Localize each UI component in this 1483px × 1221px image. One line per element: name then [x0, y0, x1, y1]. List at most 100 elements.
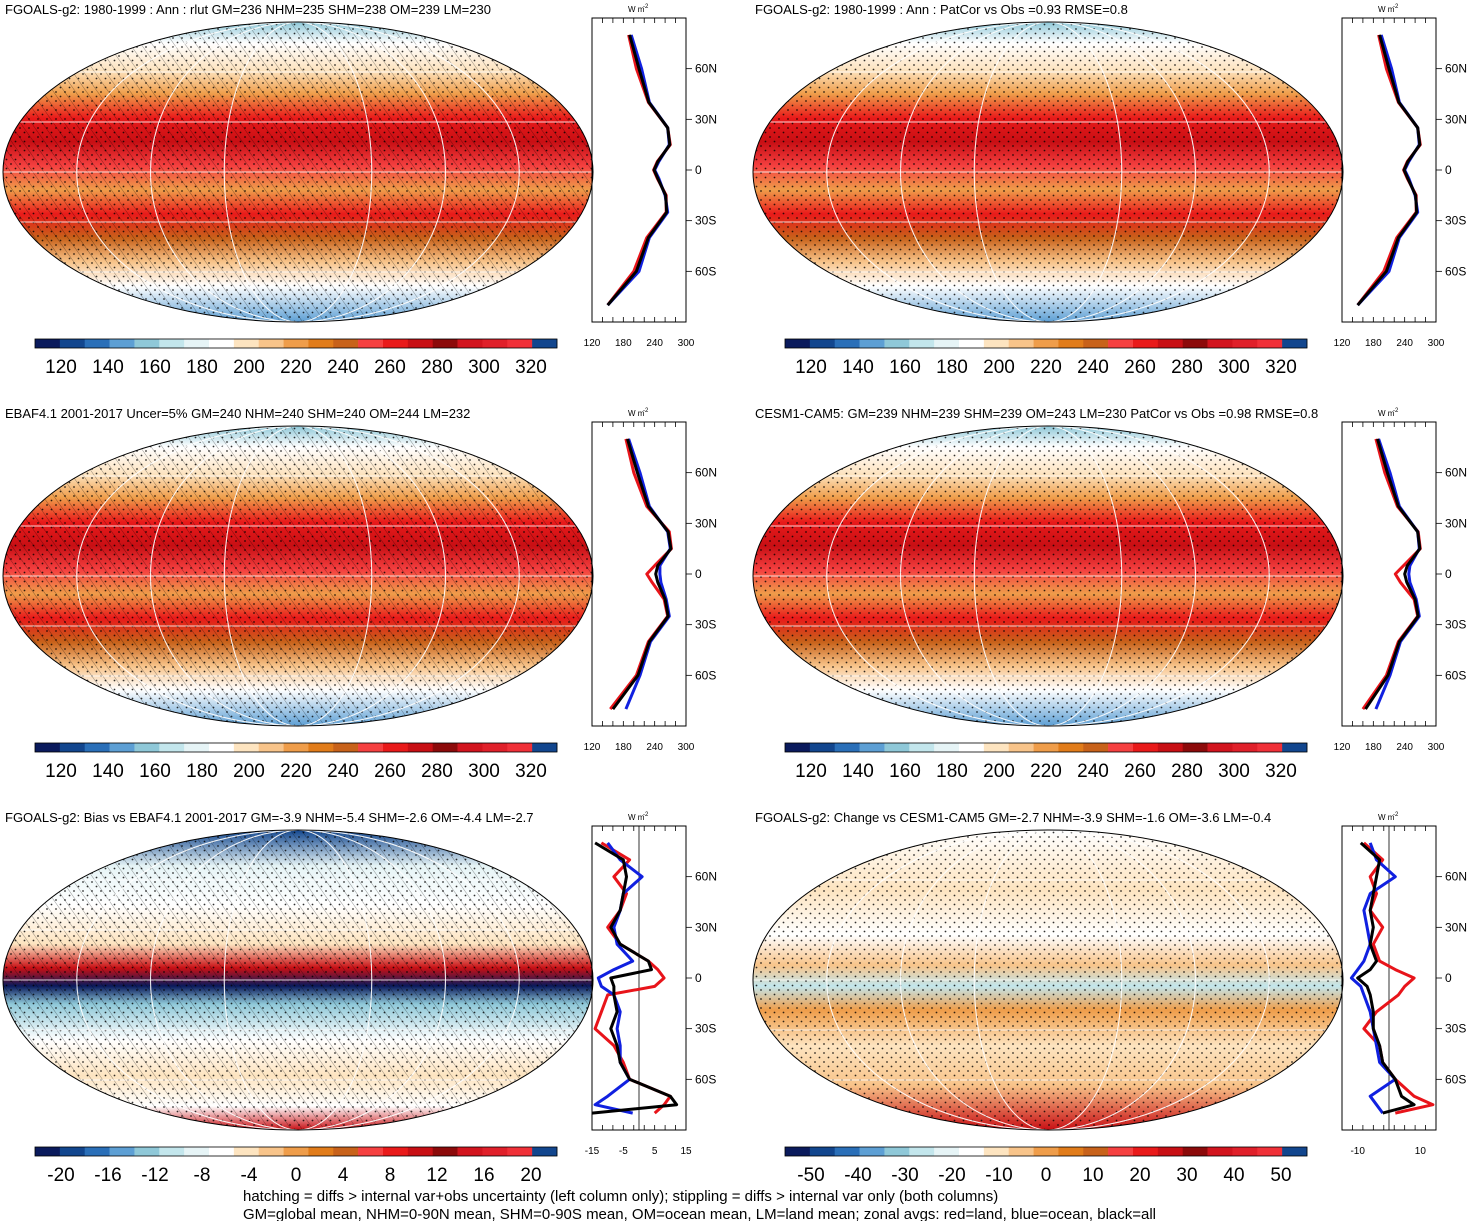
- profile-lat-label: 30S: [695, 618, 716, 632]
- colorbar-label: 240: [1077, 761, 1109, 782]
- colorbar-label: 260: [1124, 357, 1156, 378]
- colorbar-swatch: [358, 339, 384, 348]
- colorbar-swatch: [1257, 1147, 1283, 1156]
- profile-xtick-label: 300: [678, 338, 695, 349]
- colorbar-swatch: [1207, 339, 1233, 348]
- colorbar-swatch: [859, 339, 885, 348]
- colorbar-swatch: [809, 339, 836, 348]
- profile-units-exp: -2: [1393, 812, 1399, 818]
- colorbar-swatch: [333, 339, 359, 348]
- colorbar-swatch: [1058, 743, 1084, 752]
- colorbar-frame: [784, 1146, 1308, 1157]
- profile-units: W m: [628, 813, 645, 822]
- panel-4: CESM1-CAM5: GM=239 NHM=239 SHM=239 OM=24…: [752, 406, 1467, 782]
- colorbar-swatch: [308, 1147, 334, 1156]
- colorbar-swatch: [1232, 743, 1258, 752]
- profile-xtick-label: 120: [584, 338, 601, 349]
- colorbar-label: -10: [985, 1165, 1012, 1186]
- colorbar-swatch: [983, 339, 1010, 348]
- footer-line1: hatching = diffs > internal var+obs unce…: [243, 1188, 998, 1205]
- profile-units-exp: -2: [643, 4, 649, 10]
- profile-lat-label: 30N: [695, 516, 717, 530]
- colorbar-swatch: [1008, 1147, 1034, 1156]
- colorbar-label: 40: [1223, 1165, 1244, 1186]
- panel-1: FGOALS-g2: 1980-1999 : Ann : rlut GM=236…: [2, 2, 717, 378]
- map-outline: [752, 21, 1344, 323]
- colorbar-swatch: [1207, 743, 1233, 752]
- colorbar-label: 180: [936, 761, 968, 782]
- colorbar-label: 220: [1030, 357, 1062, 378]
- colorbar-label: 50: [1270, 1165, 1291, 1186]
- colorbar-swatch: [884, 339, 910, 348]
- colorbar-label: 160: [889, 357, 921, 378]
- colorbar-swatch: [983, 1147, 1010, 1156]
- colorbar-label: 240: [327, 357, 359, 378]
- colorbar-swatch: [1133, 1147, 1159, 1156]
- colorbar-swatch: [1182, 1147, 1208, 1156]
- colorbar-swatch: [184, 1147, 210, 1156]
- colorbar-swatch: [809, 743, 836, 752]
- colorbar-swatch: [1157, 1147, 1184, 1156]
- colorbar-swatch: [432, 339, 458, 348]
- colorbar-label: 320: [1265, 357, 1297, 378]
- colorbar-swatch: [834, 339, 860, 348]
- colorbar-label: 120: [45, 761, 77, 782]
- profile-lat-label: 60S: [1445, 1072, 1466, 1086]
- colorbar-frame: [784, 742, 1308, 753]
- colorbar-swatch: [934, 743, 960, 752]
- colorbar-swatch: [1108, 743, 1134, 752]
- panel-title: FGOALS-g2: Change vs CESM1-CAM5 GM=-2.7 …: [755, 810, 1271, 825]
- colorbar-swatch: [109, 743, 135, 752]
- colorbar-swatch: [1232, 1147, 1258, 1156]
- colorbar-swatch: [1282, 339, 1308, 348]
- colorbar-swatch: [35, 339, 61, 348]
- colorbar-label: -16: [94, 1165, 121, 1186]
- profile-series-black: [1356, 841, 1416, 1115]
- profile-xtick-label: -15: [585, 1146, 600, 1157]
- colorbar-label: 300: [468, 761, 500, 782]
- profile-xtick-label: -10: [1350, 1146, 1365, 1157]
- colorbar-label: 260: [1124, 761, 1156, 782]
- profile-xtick-label: 120: [584, 742, 601, 753]
- colorbar-swatch: [184, 339, 210, 348]
- panel-6: FGOALS-g2: Change vs CESM1-CAM5 GM=-2.7 …: [752, 810, 1467, 1186]
- profile-lat-label: 0: [695, 567, 702, 581]
- colorbar-label: 140: [842, 357, 874, 378]
- colorbar-swatch: [84, 1147, 110, 1156]
- colorbar-swatch: [1083, 743, 1109, 752]
- colorbar-swatch: [308, 339, 334, 348]
- profile-units-exp: -2: [643, 408, 649, 414]
- profile-units: W m: [628, 5, 645, 14]
- colorbar-swatch: [1008, 743, 1034, 752]
- colorbar-label: 280: [1171, 761, 1203, 782]
- colorbar-label: 280: [421, 761, 453, 782]
- colorbar-label: 300: [1218, 761, 1250, 782]
- colorbar-swatch: [84, 339, 110, 348]
- colorbar-swatch: [1133, 339, 1159, 348]
- colorbar-label: 320: [1265, 761, 1297, 782]
- colorbar-swatch: [35, 1147, 61, 1156]
- colorbar-swatch: [59, 743, 86, 752]
- profile-xtick-label: 240: [1396, 742, 1413, 753]
- colorbar-swatch: [482, 743, 508, 752]
- colorbar-label: 300: [468, 357, 500, 378]
- map-outline: [2, 21, 594, 323]
- colorbar-swatch: [884, 743, 910, 752]
- colorbar-label: 0: [1041, 1165, 1052, 1186]
- panel-title: FGOALS-g2: Bias vs EBAF4.1 2001-2017 GM=…: [5, 810, 534, 825]
- profile-series-black: [591, 841, 679, 1115]
- profile-lat-label: 30N: [695, 920, 717, 934]
- profile-lat-label: 30N: [1445, 516, 1467, 530]
- profile-lat-label: 30S: [1445, 618, 1466, 632]
- profile-units: W m: [1378, 409, 1395, 418]
- colorbar-label: 200: [233, 357, 265, 378]
- panel-title: FGOALS-g2: 1980-1999 : Ann : rlut GM=236…: [5, 2, 491, 17]
- colorbar-label: 320: [515, 761, 547, 782]
- profile-xtick-label: 5: [652, 1146, 658, 1157]
- colorbar-swatch: [909, 743, 935, 752]
- colorbar-label: 320: [515, 357, 547, 378]
- colorbar-swatch: [457, 743, 483, 752]
- colorbar-swatch: [507, 339, 533, 348]
- colorbar-label: 12: [426, 1165, 447, 1186]
- profile-xtick-label: 15: [680, 1146, 692, 1157]
